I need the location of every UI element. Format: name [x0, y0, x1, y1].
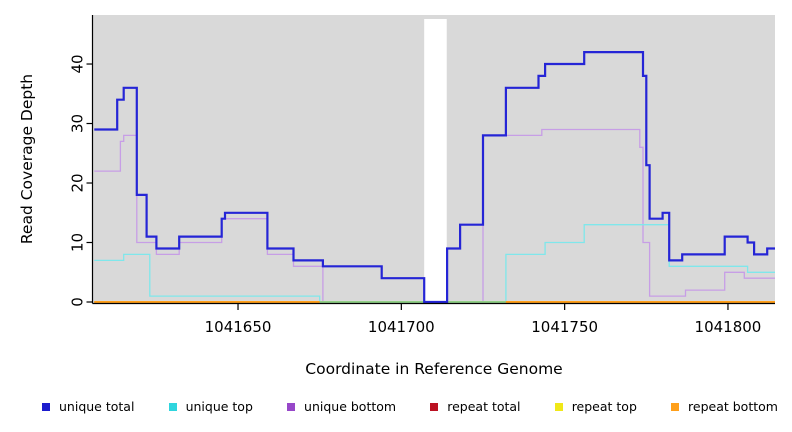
legend-item-repeat-top: repeat top: [554, 399, 637, 414]
legend-label: repeat bottom: [688, 399, 778, 414]
series-unique-top: [94, 224, 775, 303]
legend-item-repeat-total: repeat total: [430, 399, 521, 414]
y-tick-label: 0: [69, 297, 87, 307]
legend-swatch: [430, 402, 439, 411]
legend-label: unique total: [59, 399, 135, 414]
legend-swatch: [168, 402, 177, 411]
x-tick-label: 1041700: [368, 318, 435, 336]
y-tick-label: 20: [69, 173, 87, 192]
masked-gap-band: [424, 19, 447, 303]
legend-item-repeat-bottom: repeat bottom: [671, 399, 778, 414]
legend-swatch: [42, 402, 50, 411]
tick-labels: 0 10 20 30 40 1041650 1041700 1041750 1041800: [69, 54, 762, 336]
series-unique-total: [94, 51, 775, 304]
y-tick-label: 10: [69, 233, 87, 252]
x-tick-label: 1041800: [695, 318, 762, 336]
legend-swatch: [671, 402, 680, 411]
x-tick-label: 1041750: [531, 318, 598, 336]
axes: [86, 15, 775, 310]
legend-swatch: [287, 402, 296, 411]
legend-label: unique top: [185, 399, 253, 414]
y-axis-title: Read Coverage Depth: [18, 73, 36, 245]
legend-label: repeat total: [447, 399, 521, 414]
legend-label: repeat top: [571, 399, 637, 414]
legend-swatch: [554, 402, 563, 411]
legend-item-unique-bottom: unique bottom: [287, 399, 396, 414]
x-tick-label: 1041650: [205, 318, 272, 336]
legend: unique total unique top unique bottom repea…: [42, 399, 778, 414]
legend-item-unique-total: unique total: [42, 399, 134, 414]
x-axis-title: Coordinate in Reference Genome: [305, 360, 563, 378]
y-tick-label: 30: [69, 114, 87, 133]
legend-item-unique-top: unique top: [168, 399, 253, 414]
plot-series: [94, 51, 775, 304]
legend-label: unique bottom: [304, 399, 397, 414]
y-tick-label: 40: [69, 54, 87, 73]
